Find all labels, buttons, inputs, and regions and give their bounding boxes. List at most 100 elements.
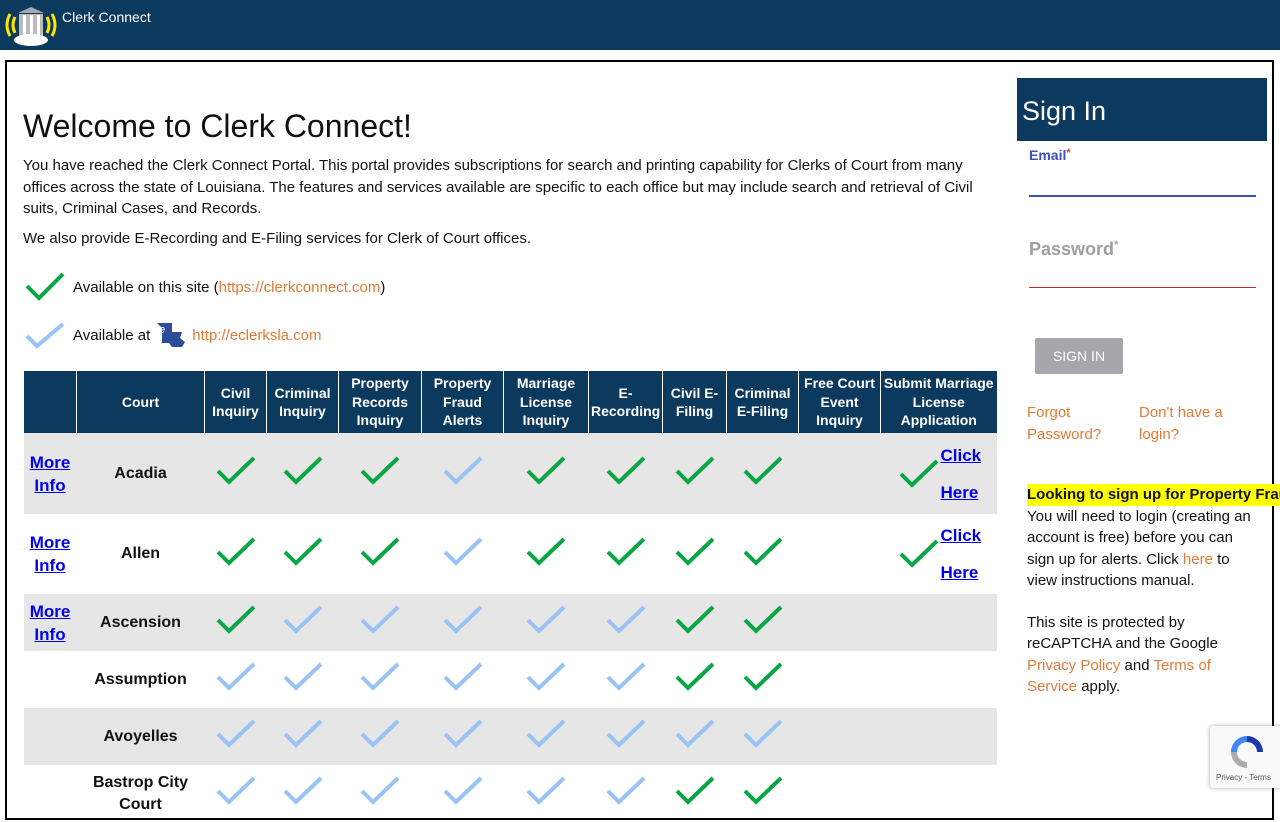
green-check-icon — [216, 537, 255, 566]
intro-text: You have reached the Clerk Connect Porta… — [23, 157, 973, 217]
column-header: Criminal E-Filing — [726, 371, 799, 433]
submit-application-link[interactable]: Click Here — [940, 526, 982, 582]
blue-check-icon — [526, 719, 566, 748]
service-cell — [267, 514, 339, 594]
service-cell — [266, 594, 339, 651]
submit-application-cell — [880, 594, 997, 651]
terms-link[interactable]: Terms of Service — [1027, 656, 1211, 696]
service-cell — [588, 708, 663, 765]
email-field[interactable] — [1029, 163, 1256, 197]
green-check-icon — [526, 456, 566, 485]
blue-check-icon — [216, 662, 255, 691]
blue-check-icon — [675, 719, 714, 748]
service-cell — [798, 594, 881, 651]
column-header: Court — [76, 371, 205, 433]
intro-text-2: We also provide E-Recording and E-Filing… — [23, 229, 531, 247]
service-cell — [339, 651, 422, 708]
court-name: Acadia — [76, 433, 205, 514]
service-cell — [421, 708, 504, 765]
service-cell — [726, 708, 799, 765]
instructions-link[interactable]: here — [1182, 550, 1213, 568]
service-cell — [204, 708, 267, 765]
blue-check-icon — [526, 662, 566, 691]
service-cell — [799, 651, 881, 708]
green-check-icon — [675, 776, 714, 805]
green-check-icon — [360, 456, 400, 485]
service-cell — [422, 765, 504, 822]
email-label: Email* — [1029, 147, 1071, 163]
service-cell — [799, 765, 881, 822]
service-cell — [204, 594, 267, 651]
blue-check-icon — [443, 719, 482, 748]
service-cell — [588, 594, 663, 651]
submit-application-link[interactable]: Click Here — [940, 445, 982, 502]
submit-application-cell — [881, 651, 997, 708]
court-name: Allen — [120, 545, 161, 562]
legend-on-site: Available on this site (https://clerkcon… — [23, 263, 998, 311]
property-fraud-highlight: Looking to sign up for Property Fraud Al… — [1027, 484, 1280, 506]
password-field[interactable] — [1029, 260, 1256, 288]
more-info-cell — [24, 651, 77, 708]
blue-check-icon — [443, 662, 482, 691]
sign-in-panel: Sign In Email* Password* SIGN IN Forgot … — [1017, 78, 1267, 446]
submit-application-cell — [880, 708, 997, 765]
court-services-table: Court Civil Inquiry Criminal Inquiry Proper… — [23, 371, 997, 822]
green-check-icon — [743, 537, 782, 566]
blue-check-icon — [526, 605, 566, 634]
service-cell — [339, 765, 422, 822]
blue-check-icon — [360, 605, 400, 634]
recaptcha-icon — [1231, 736, 1263, 768]
blue-check-icon — [283, 719, 322, 748]
forgot-password-link[interactable]: Forgot Password? — [1027, 404, 1102, 443]
green-check-icon — [606, 456, 645, 485]
column-header: Criminal Inquiry — [266, 371, 339, 433]
service-cell — [504, 514, 589, 594]
column-header: Civil Inquiry — [204, 371, 267, 433]
clerkconnect-link[interactable]: https://clerkconnect.com — [218, 278, 381, 296]
privacy-policy-link[interactable]: Privacy Policy — [1027, 656, 1121, 674]
green-check-icon — [899, 539, 938, 568]
service-cell — [266, 708, 339, 765]
eclerks-link[interactable]: http://eclerksla.com — [192, 326, 322, 344]
green-check-icon — [899, 459, 938, 488]
service-cell — [589, 514, 663, 594]
recaptcha-badge[interactable]: Privacy - Terms — [1210, 726, 1280, 788]
more-info-link[interactable]: More Info — [29, 601, 71, 644]
submit-application-cell: Click Here — [881, 514, 997, 594]
service-cell — [662, 594, 727, 651]
court-name: Avoyelles — [76, 708, 205, 765]
column-header: Marriage License Inquiry — [503, 371, 589, 433]
page-title: Welcome to Clerk Connect! — [23, 108, 412, 144]
service-cell — [798, 433, 881, 514]
blue-check-icon — [443, 537, 482, 566]
blue-check-icon — [606, 776, 645, 805]
sign-in-button[interactable]: SIGN IN — [1035, 338, 1123, 374]
table-row: More Info Acadia Click Here — [23, 433, 997, 514]
blue-check-icon — [606, 719, 645, 748]
service-cell — [589, 651, 663, 708]
green-check-icon — [675, 537, 714, 566]
svg-text:e: e — [159, 324, 165, 336]
service-cell — [205, 765, 267, 822]
more-info-link[interactable]: More Info — [29, 452, 71, 495]
legend-at-eclerks: Available at e http://eclerksla.com — [23, 311, 998, 359]
blue-check-icon — [360, 662, 400, 691]
blue-check-icon — [283, 776, 322, 805]
column-header: Free Court Event Inquiry — [798, 371, 881, 433]
more-info-link[interactable]: More Info — [29, 533, 71, 575]
no-login-link[interactable]: Don't have a login? — [1139, 404, 1223, 443]
clerk-connect-logo-icon[interactable] — [4, 4, 58, 46]
service-cell — [798, 708, 881, 765]
sign-in-title: Sign In — [1017, 78, 1267, 141]
table-row: Assumption — [24, 651, 997, 708]
court-name: Ascension — [76, 594, 205, 651]
app-title: Clerk Connect — [62, 9, 151, 25]
more-info-cell: More Info — [23, 433, 77, 514]
green-check-icon — [675, 662, 714, 691]
blue-check-icon — [443, 776, 482, 805]
service-cell — [338, 594, 422, 651]
service-cell — [504, 651, 589, 708]
service-cell — [504, 765, 589, 822]
blue-check-icon — [216, 719, 255, 748]
property-fraud-info: Looking to sign up for Property Fraud Al… — [1027, 484, 1280, 696]
